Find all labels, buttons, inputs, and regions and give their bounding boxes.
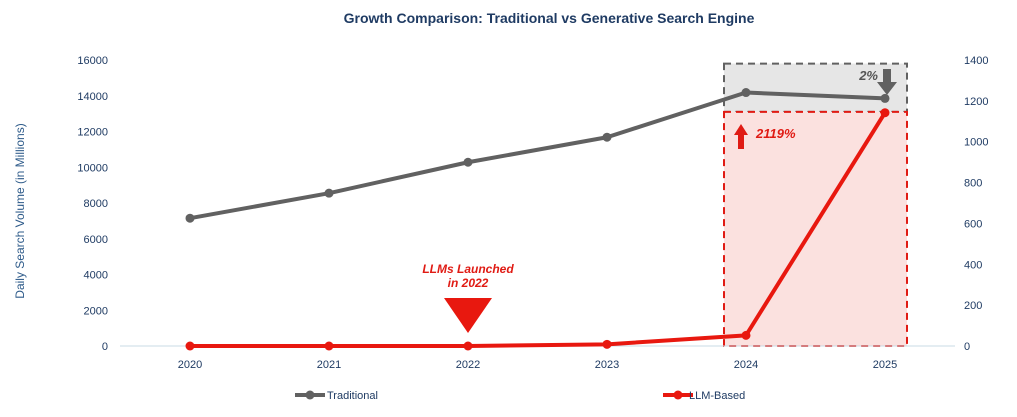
decline-highlight-box	[723, 62, 908, 113]
y-left-tick-label: 14000	[77, 91, 108, 103]
y-right-tick-label: 800	[964, 178, 982, 190]
y-right-tick-label: 1000	[964, 137, 988, 149]
y-left-tick-label: 0	[102, 341, 108, 353]
decline-percent-label: 2%	[858, 68, 878, 83]
series	[185, 88, 890, 351]
legend-llm-based-marker	[673, 390, 683, 400]
legend: Traditional LLM-Based	[295, 390, 745, 402]
y-left-tick-label: 16000	[77, 55, 108, 67]
growth-percent-label: 2119%	[755, 126, 796, 141]
traditional-series-line	[188, 90, 887, 221]
y-left-tick-label: 12000	[77, 127, 108, 139]
y-right-tick-label: 400	[964, 259, 982, 271]
y-right-tick-label: 200	[964, 300, 982, 312]
x-tick-label: 2023	[595, 359, 619, 371]
decline-down-arrow	[877, 69, 897, 95]
x-tick-label: 2025	[873, 359, 897, 371]
launch-annotation-line1: LLMs Launched	[422, 262, 514, 276]
y-left-tick-label: 2000	[84, 305, 108, 317]
y-right-tick-label: 0	[964, 341, 970, 353]
traditional-data-point	[880, 93, 890, 103]
y-right-tick-label: 1200	[964, 96, 988, 108]
traditional-data-point	[463, 157, 473, 167]
launch-marker-triangle	[444, 298, 492, 333]
llm-based-series-line	[188, 110, 887, 348]
traditional-data-point	[185, 213, 195, 223]
legend-llm-based-label: LLM-Based	[689, 390, 745, 402]
axes: 0 2000 4000 6000 8000 10000 12000 14000 16000 0 20…	[77, 55, 988, 371]
llm-based-data-point	[602, 339, 612, 349]
x-tick-label: 2021	[317, 359, 341, 371]
growth-up-arrow	[734, 124, 748, 149]
legend-traditional-label: Traditional	[327, 390, 378, 402]
y-left-tick-label: 10000	[77, 162, 108, 174]
y-left-tick-label: 8000	[84, 198, 108, 210]
launch-annotation-line2: in 2022	[448, 276, 489, 290]
x-tick-label: 2020	[178, 359, 202, 371]
x-tick-label: 2024	[734, 359, 758, 371]
traditional-data-point	[602, 132, 612, 142]
highlight-boxes	[723, 62, 908, 348]
y-left-tick-label: 6000	[84, 234, 108, 246]
x-tick-label: 2022	[456, 359, 480, 371]
growth-highlight-box	[723, 110, 908, 348]
llm-based-data-point	[741, 330, 751, 340]
llm-based-data-point	[463, 341, 473, 351]
traditional-data-point	[324, 188, 334, 198]
legend-traditional-marker	[305, 390, 315, 400]
llm-based-data-point	[324, 341, 334, 351]
y-left-tick-label: 4000	[84, 270, 108, 282]
y-axis-label: Daily Search Volume (in Millions)	[13, 123, 27, 298]
traditional-data-point	[741, 88, 751, 98]
y-right-tick-label: 1400	[964, 55, 988, 67]
llm-based-data-point	[185, 341, 195, 351]
llm-based-data-point	[880, 108, 890, 118]
chart-title: Growth Comparison: Traditional vs Genera…	[344, 10, 755, 26]
y-right-tick-label: 600	[964, 218, 982, 230]
